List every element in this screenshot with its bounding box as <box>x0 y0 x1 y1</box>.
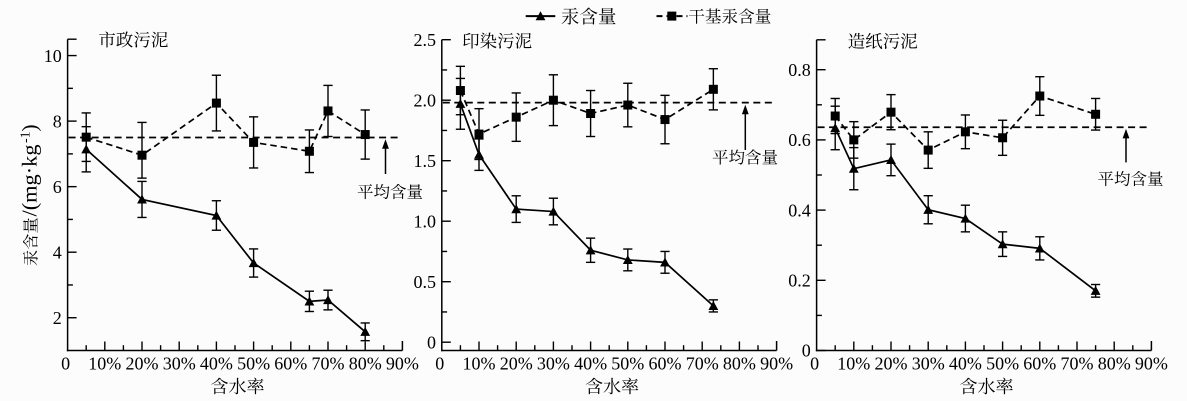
svg-text:90%: 90% <box>1135 354 1168 374</box>
svg-text:20%: 20% <box>126 354 159 374</box>
svg-text:0.6: 0.6 <box>788 130 811 150</box>
svg-text:1.0: 1.0 <box>414 211 437 231</box>
svg-text:20%: 20% <box>875 354 908 374</box>
svg-text:20%: 20% <box>500 354 533 374</box>
svg-text:2.0: 2.0 <box>414 90 437 110</box>
svg-text:40%: 40% <box>949 354 982 374</box>
svg-text:0.4: 0.4 <box>788 200 811 220</box>
svg-text:): ) <box>18 125 42 132</box>
svg-text:0: 0 <box>427 332 436 352</box>
svg-text:2: 2 <box>53 308 62 328</box>
svg-text:50%: 50% <box>237 354 270 374</box>
svg-text:80%: 80% <box>1098 354 1131 374</box>
svg-text:30%: 30% <box>163 354 196 374</box>
svg-text:60%: 60% <box>1023 354 1056 374</box>
svg-text:30%: 30% <box>912 354 945 374</box>
svg-text:60%: 60% <box>274 354 307 374</box>
svg-text:40%: 40% <box>574 354 607 374</box>
svg-text:6: 6 <box>53 177 62 197</box>
svg-text:2.5: 2.5 <box>414 30 437 50</box>
svg-text:-1: -1 <box>19 131 34 143</box>
svg-text:0.5: 0.5 <box>414 272 437 292</box>
svg-text:10%: 10% <box>837 354 870 374</box>
svg-text:10%: 10% <box>88 354 121 374</box>
svg-text:0: 0 <box>61 354 70 374</box>
svg-text:0: 0 <box>435 354 444 374</box>
svg-text:10%: 10% <box>463 354 496 374</box>
svg-text:70%: 70% <box>1061 354 1094 374</box>
svg-text:0.8: 0.8 <box>788 60 811 80</box>
svg-text:10: 10 <box>44 46 62 66</box>
svg-text:60%: 60% <box>649 354 682 374</box>
svg-text:0: 0 <box>810 354 819 374</box>
svg-text:50%: 50% <box>986 354 1019 374</box>
svg-text:30%: 30% <box>537 354 570 374</box>
svg-text:8: 8 <box>53 111 62 131</box>
svg-text:1.5: 1.5 <box>414 151 437 171</box>
svg-text:70%: 70% <box>312 354 345 374</box>
svg-text:70%: 70% <box>686 354 719 374</box>
svg-text:/(mg·kg: /(mg·kg <box>18 144 42 217</box>
svg-text:4: 4 <box>53 242 62 262</box>
svg-text:80%: 80% <box>349 354 382 374</box>
svg-text:40%: 40% <box>200 354 233 374</box>
svg-text:90%: 90% <box>386 354 419 374</box>
svg-text:80%: 80% <box>723 354 756 374</box>
svg-text:0.2: 0.2 <box>788 271 811 291</box>
svg-text:50%: 50% <box>611 354 644 374</box>
svg-text:0: 0 <box>802 341 811 361</box>
svg-text:90%: 90% <box>760 354 793 374</box>
